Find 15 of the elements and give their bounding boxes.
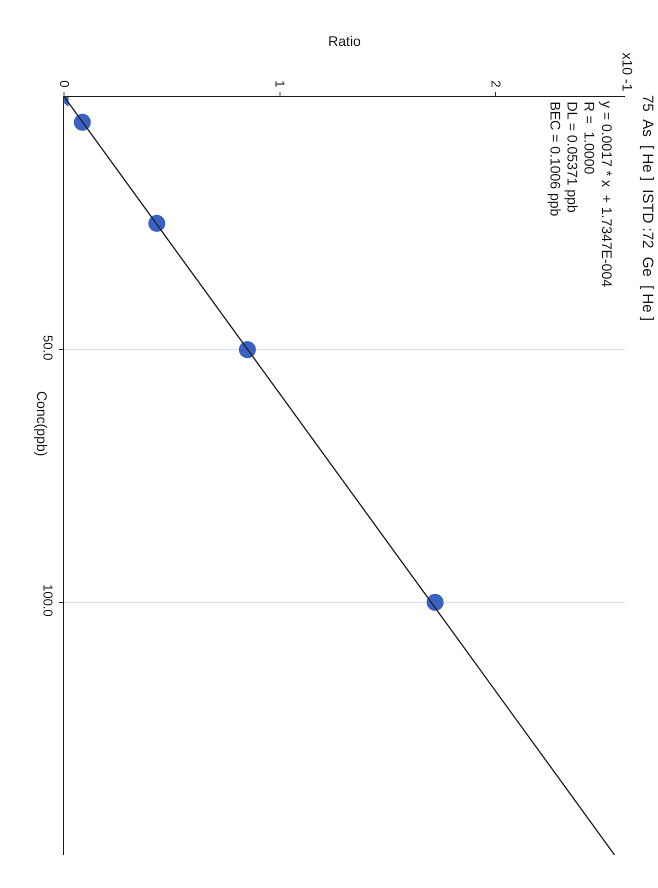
annotation: BEC = 0.1006 ppb xyxy=(548,102,564,217)
x-axis-title: Ratio xyxy=(328,32,362,49)
y-axis-title: Conc(ppb) xyxy=(34,390,50,456)
annotation: R = 1.0000 xyxy=(582,102,598,174)
point xyxy=(238,341,256,358)
x-tick-label: 2 xyxy=(488,80,504,88)
y-tick-label: 50.0 xyxy=(40,335,56,360)
y-tick-label: 100.0 xyxy=(40,584,56,617)
annotation: DL = 0.05371 ppb xyxy=(564,102,580,213)
x-tick-label: 1 xyxy=(272,80,288,88)
x-tick-label: 0 xyxy=(56,80,72,88)
text: x10 -1 xyxy=(620,52,636,92)
point xyxy=(426,594,444,611)
text: 75 As [ He ] ISTD :72 Ge [ He ] xyxy=(639,95,656,321)
annotation: y = 0.0017 * x + 1.7347E-004 xyxy=(599,101,615,288)
